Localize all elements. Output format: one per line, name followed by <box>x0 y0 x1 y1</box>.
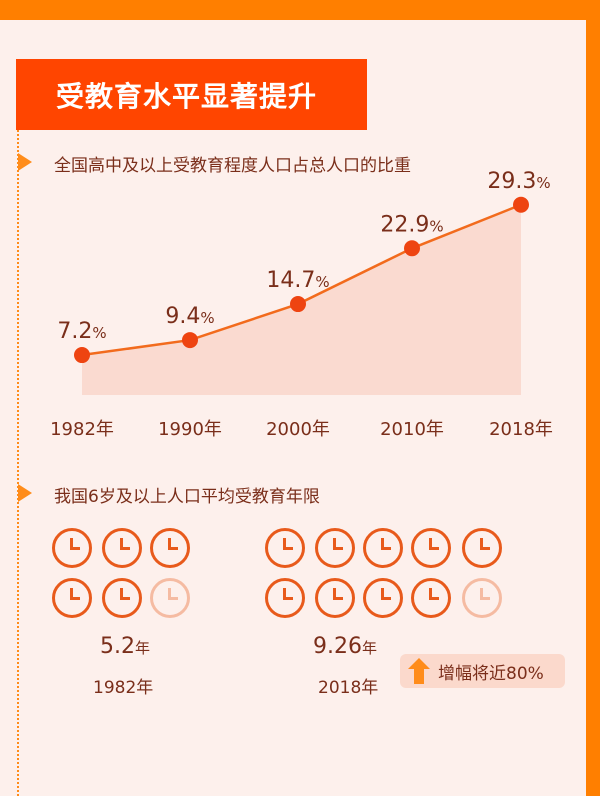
clock-icon <box>265 578 305 618</box>
data-label: 7.2% <box>57 319 106 344</box>
data-label-unit: % <box>536 174 550 192</box>
clock-icon <box>102 528 142 568</box>
data-label-unit: % <box>429 217 443 235</box>
data-point <box>182 332 198 349</box>
badge-text: 增幅将近80% <box>438 663 544 684</box>
x-tick-label: 2000年 <box>266 419 330 440</box>
value-number: 5.2 <box>100 634 135 659</box>
right-border <box>586 0 600 796</box>
clock-icon <box>150 528 190 568</box>
triangle-marker-icon <box>18 153 32 171</box>
clock-icon <box>462 578 502 618</box>
x-tick-label: 1990年 <box>158 419 222 440</box>
data-label: 22.9% <box>380 212 443 237</box>
triangle-marker-icon <box>18 484 32 502</box>
clock-icon <box>315 528 355 568</box>
clock-icon <box>363 578 403 618</box>
clock-icon <box>265 528 305 568</box>
clock-icon <box>52 578 92 618</box>
data-point <box>290 296 306 313</box>
year-2018: 2018年 <box>318 678 379 698</box>
x-tick-label: 1982年 <box>50 419 114 440</box>
top-border <box>0 0 600 20</box>
data-point <box>513 196 529 213</box>
clock-icon <box>411 528 451 568</box>
data-label: 29.3% <box>487 169 550 194</box>
x-tick-label: 2010年 <box>380 419 444 440</box>
year-1982: 1982年 <box>93 678 154 698</box>
clock-icon <box>315 578 355 618</box>
clock-icon <box>462 528 502 568</box>
x-tick-label: 2018年 <box>489 419 553 440</box>
years-subtitle: 我国6岁及以上人口平均受教育年限 <box>54 487 320 507</box>
data-point <box>404 240 420 257</box>
page-title: 受教育水平显著提升 <box>56 79 318 113</box>
value-1982: 5.2年 <box>100 634 150 659</box>
clock-icon <box>150 578 190 618</box>
data-label-unit: % <box>315 273 329 291</box>
value-unit: 年 <box>135 639 151 657</box>
clock-icon <box>102 578 142 618</box>
data-point <box>74 347 90 364</box>
clock-icon <box>411 578 451 618</box>
title-banner: 受教育水平显著提升 <box>16 59 367 130</box>
data-label-unit: % <box>200 309 214 327</box>
chart-subtitle: 全国高中及以上受教育程度人口占总人口的比重 <box>54 156 411 176</box>
data-label: 14.7% <box>266 268 329 293</box>
line-area-chart: 7.2% 1982年 9.4% 1990年 14.7% 2000年 22.9% 2010年 29… <box>50 169 553 440</box>
value-unit: 年 <box>361 639 377 657</box>
clock-icon <box>52 528 92 568</box>
up-arrow-icon <box>408 658 430 684</box>
value-2018: 9.26年 <box>313 634 377 659</box>
data-label: 9.4% <box>165 304 214 329</box>
value-number: 9.26 <box>313 634 362 659</box>
data-label-unit: % <box>92 324 106 342</box>
dotted-divider <box>17 130 19 796</box>
increase-badge: 增幅将近80% <box>400 654 565 688</box>
clock-icon <box>363 528 403 568</box>
